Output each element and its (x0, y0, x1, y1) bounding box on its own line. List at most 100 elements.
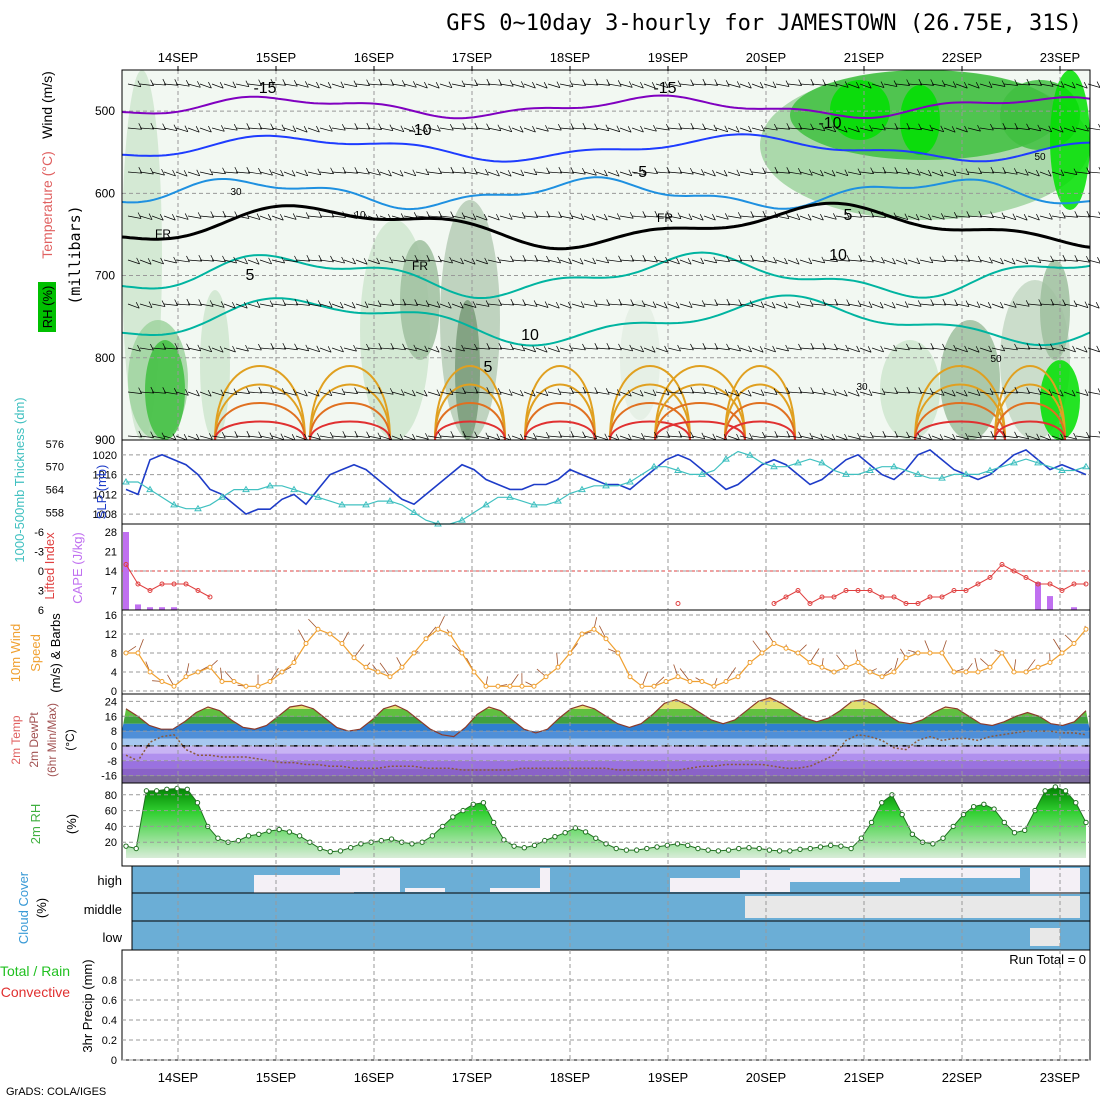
wind-barb-flag (568, 257, 572, 265)
wind-barb-flag (1001, 80, 1006, 87)
wind-barb (679, 171, 694, 175)
wind-barb-flag (521, 212, 526, 219)
wind-barb (919, 171, 932, 177)
wind-barb (643, 171, 658, 175)
wind-barb (319, 303, 333, 308)
wind-barb-flag (219, 82, 224, 89)
wind-barb (151, 83, 166, 86)
wind-barb (1003, 347, 1018, 351)
wind-barb (487, 83, 502, 86)
wind-speed-marker (1059, 650, 1065, 656)
temp-tick: 8 (111, 726, 117, 738)
wind-barb (967, 435, 982, 439)
rh-marker (787, 848, 793, 854)
warm-isotherm (994, 402, 1066, 441)
wind-barb (223, 391, 238, 396)
wind-barb-flag (976, 389, 981, 396)
wind-barb-flag (855, 390, 860, 397)
wind-barb-flag (593, 169, 597, 176)
wind-barb (391, 215, 405, 220)
wind-barb (619, 303, 634, 306)
warm-isotherm (309, 420, 391, 441)
wind-barb (235, 391, 250, 394)
wind-barb-flag (509, 80, 514, 87)
wind-barb-flag (161, 168, 165, 176)
wind-barb-flag (508, 213, 513, 220)
wind-barb (139, 303, 153, 308)
rh-marker (347, 845, 354, 851)
wind-barb (415, 171, 429, 176)
rh-marker (827, 842, 834, 849)
li-marker (771, 601, 777, 606)
wind-barb (343, 391, 358, 394)
wind-barb-flag (197, 212, 202, 219)
wind-barb (919, 259, 933, 264)
wind-barb-flag (339, 301, 344, 309)
cape-bar (1071, 607, 1077, 610)
wind-barb (751, 215, 766, 218)
wind-barb-flag (915, 214, 920, 221)
wind-speed-marker (315, 626, 321, 632)
warm-isotherm (214, 383, 306, 441)
thickness-marker (914, 470, 922, 477)
wind-barb-flag (762, 167, 766, 174)
wind-barb (523, 347, 536, 353)
rh-marker (736, 845, 742, 852)
wind-barb-flag (773, 256, 777, 264)
wind-barb-flag (412, 169, 417, 176)
wind-barb (979, 391, 994, 395)
wind-barb (403, 435, 416, 441)
wind-barb-10m (679, 668, 691, 682)
wind-barb-flag (737, 344, 741, 352)
wind-barb-flag (138, 387, 142, 394)
wind-barb (439, 347, 452, 353)
thickness-marker (362, 500, 370, 508)
wind-barb-flag (159, 214, 164, 221)
wind-barb-flag (246, 387, 250, 394)
rh-shading (830, 80, 890, 140)
wind-barb-flag (544, 301, 549, 308)
wind-barb (451, 391, 466, 394)
date-label-bottom: 23SEP (1040, 1070, 1080, 1085)
wind-barb-flag (735, 126, 740, 133)
wind-barb-flag (939, 434, 944, 441)
wind-barb (943, 435, 956, 441)
wind-barb (943, 303, 958, 306)
wind-barb (823, 215, 837, 220)
wind-barb (763, 83, 777, 88)
wind-barb (151, 259, 164, 265)
wind-barb-flag (222, 255, 226, 263)
wind-barb (943, 259, 958, 262)
wind-barb-flag (183, 170, 188, 177)
wind-barb (823, 347, 838, 351)
wind-barb-flag (844, 81, 849, 88)
wind-barb-flag (1050, 343, 1054, 351)
wind-barb-flag (831, 170, 836, 177)
wind-barb-flag (376, 257, 380, 265)
wind-barb-flag (664, 345, 668, 353)
wind-barb (511, 391, 524, 397)
wind-barb-flag (507, 170, 512, 177)
wind-barb (487, 435, 500, 441)
wind-barb (271, 347, 286, 350)
wind-barb-flag (424, 125, 428, 133)
wind-barb-flag (723, 434, 728, 441)
rh-shading (1050, 70, 1090, 210)
wind-barb (895, 391, 910, 394)
wind-barb-flag (953, 212, 958, 219)
wind-barb (355, 83, 370, 86)
wind-barb-flag (316, 125, 320, 133)
wind-barb (859, 303, 873, 308)
wind-barb-flag (436, 301, 441, 308)
wind-speed-marker (591, 626, 597, 632)
wind-barb (1027, 435, 1040, 441)
wind-barb-flag (533, 433, 537, 440)
thickness-line (126, 450, 1087, 525)
wind-barb-flag (690, 79, 694, 86)
wind-barb (1063, 303, 1078, 307)
wind-barb-flag (906, 79, 910, 86)
wind-barb (919, 303, 934, 306)
rh-marker (1083, 819, 1089, 826)
wind-barb (331, 303, 344, 309)
wind-barb (247, 391, 262, 394)
